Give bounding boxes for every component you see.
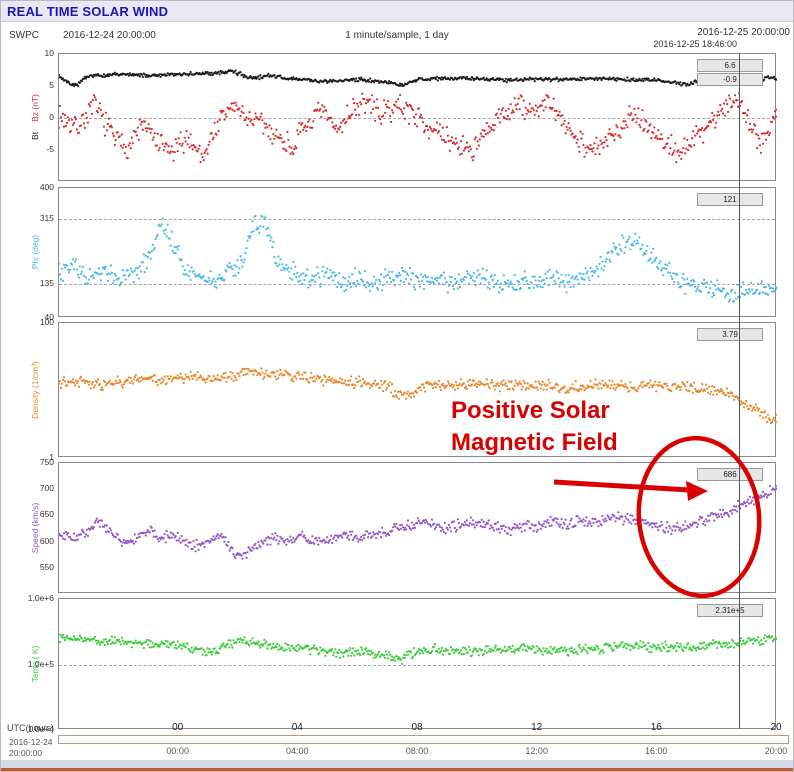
imf-bt-bz-scatter bbox=[59, 69, 777, 164]
x-tick-label: 20 bbox=[770, 722, 782, 733]
dashed-gridline bbox=[59, 283, 775, 285]
y-axis-label-part: Phi (deg) bbox=[30, 234, 40, 270]
y-axis-label-part: Density (1/cm³) bbox=[30, 360, 40, 419]
annotation-line2: Magnetic Field bbox=[451, 429, 618, 457]
bottom-start-datetime: 2016-12-24 20:00:00 bbox=[9, 737, 52, 758]
annotation-line1: Positive Solar bbox=[451, 397, 610, 424]
source-label: SWPC bbox=[9, 30, 39, 41]
x-time-label: 20:00 bbox=[764, 746, 788, 756]
y-tick-label: 700 bbox=[39, 483, 54, 494]
start-time-label: 2016-12-24 20:00:00 bbox=[63, 30, 156, 41]
y-tick-label: 10 bbox=[44, 48, 54, 58]
y-tick-label: 1.0e+6 bbox=[27, 593, 54, 603]
x-tick-label: 16 bbox=[650, 722, 662, 733]
x-axis-ticks: 00 04 08 12 16 20 bbox=[1, 722, 793, 734]
y-tick-label: 1 bbox=[49, 452, 54, 462]
x-time-label: 16:00 bbox=[645, 746, 668, 756]
cursor-time-label: 2016-12-25 18:46:00 bbox=[653, 39, 737, 49]
phi-readout: 121 bbox=[697, 193, 763, 206]
speed-scatter bbox=[59, 485, 777, 560]
y-tick-label: -5 bbox=[46, 144, 54, 154]
bz-readout: -0.9 bbox=[697, 73, 763, 86]
dashed-gridline bbox=[59, 664, 775, 666]
y-axis-label-part: Temp ( K) bbox=[30, 645, 40, 682]
y-axis-label-part: Speed (km/s) bbox=[30, 502, 40, 553]
density-scatter bbox=[59, 367, 777, 425]
panel-phi[interactable]: 121 bbox=[58, 187, 777, 317]
y-axis-label-part: Bz (nT) bbox=[30, 94, 40, 122]
x-time-label: 12:00 bbox=[525, 746, 548, 756]
y-axis-label: Phi (deg) bbox=[30, 235, 40, 270]
y-tick-label: 5 bbox=[49, 80, 54, 90]
y-tick-label: 100 bbox=[39, 317, 54, 327]
x-time-label: 08:00 bbox=[405, 746, 429, 756]
x-time-label: 00:00 bbox=[166, 746, 189, 756]
y-tick-label: 0 bbox=[49, 112, 54, 122]
y-tick-label: 135 bbox=[39, 277, 54, 288]
bt-readout: 6.6 bbox=[697, 59, 763, 72]
y-tick-label: 1.0e+5 bbox=[27, 658, 54, 669]
bottom-start-time: 20:00:00 bbox=[9, 747, 43, 758]
phi-scatter bbox=[59, 214, 777, 303]
y-tick-label: 400 bbox=[39, 182, 54, 192]
y-tick-label: 40 bbox=[44, 312, 54, 322]
y-axis-label: Bt Bz (nT) bbox=[30, 94, 40, 140]
y-tick-label: 1.0e+4 bbox=[27, 724, 54, 734]
y-tick-label: 750 bbox=[39, 457, 54, 467]
bottom-start-date: 2016-12-24 bbox=[9, 737, 53, 747]
x-tick-label: 04 bbox=[291, 722, 303, 733]
dashed-gridline bbox=[59, 118, 775, 119]
x-tick-label: 00 bbox=[172, 722, 184, 733]
dashed-gridline bbox=[59, 218, 775, 220]
time-range-slider[interactable] bbox=[58, 735, 789, 744]
y-axis-label: Density (1/cm³) bbox=[30, 361, 40, 419]
panel-imf-bt-bz[interactable]: 6.6 -0.9 bbox=[58, 53, 777, 181]
x-axis-times: 00:00 04:00 08:00 12:00 16:00 20:00 bbox=[1, 746, 793, 758]
end-time-label: 2016-12-25 20:00:00 bbox=[697, 27, 790, 38]
x-tick-label: 12 bbox=[531, 722, 543, 733]
y-tick-label: 315 bbox=[39, 212, 54, 223]
sample-info-label: 1 minute/sample, 1 day bbox=[345, 30, 449, 41]
panel-density[interactable]: 3.79 bbox=[58, 322, 777, 457]
y-tick-label: 550 bbox=[39, 561, 54, 572]
cursor-line[interactable] bbox=[739, 53, 741, 729]
density-readout: 3.79 bbox=[697, 328, 763, 341]
panel-speed[interactable]: 686 bbox=[58, 462, 777, 593]
x-axis-unit: UTC(hours) bbox=[7, 723, 55, 733]
x-tick-label: 08 bbox=[411, 722, 423, 733]
temperature-scatter bbox=[59, 633, 777, 665]
x-time-label: 04:00 bbox=[286, 746, 309, 756]
y-axis-label-part: Bt bbox=[30, 131, 40, 140]
y-axis-label: Temp ( K) bbox=[30, 645, 40, 682]
temp-readout: 2.31e+5 bbox=[697, 604, 763, 617]
y-tick-label: 650 bbox=[39, 509, 54, 520]
speed-readout: 686 bbox=[697, 468, 763, 481]
y-axis-label: Speed (km/s) bbox=[30, 502, 40, 553]
panel-temperature[interactable]: 2.31e+5 bbox=[58, 598, 777, 729]
title-bar: REAL TIME SOLAR WIND bbox=[1, 1, 793, 22]
footer-bar bbox=[1, 760, 793, 771]
y-tick-label: 600 bbox=[39, 535, 54, 546]
annotation-text: Positive Solar Magnetic Field bbox=[451, 395, 618, 460]
page-title: REAL TIME SOLAR WIND bbox=[7, 3, 169, 19]
